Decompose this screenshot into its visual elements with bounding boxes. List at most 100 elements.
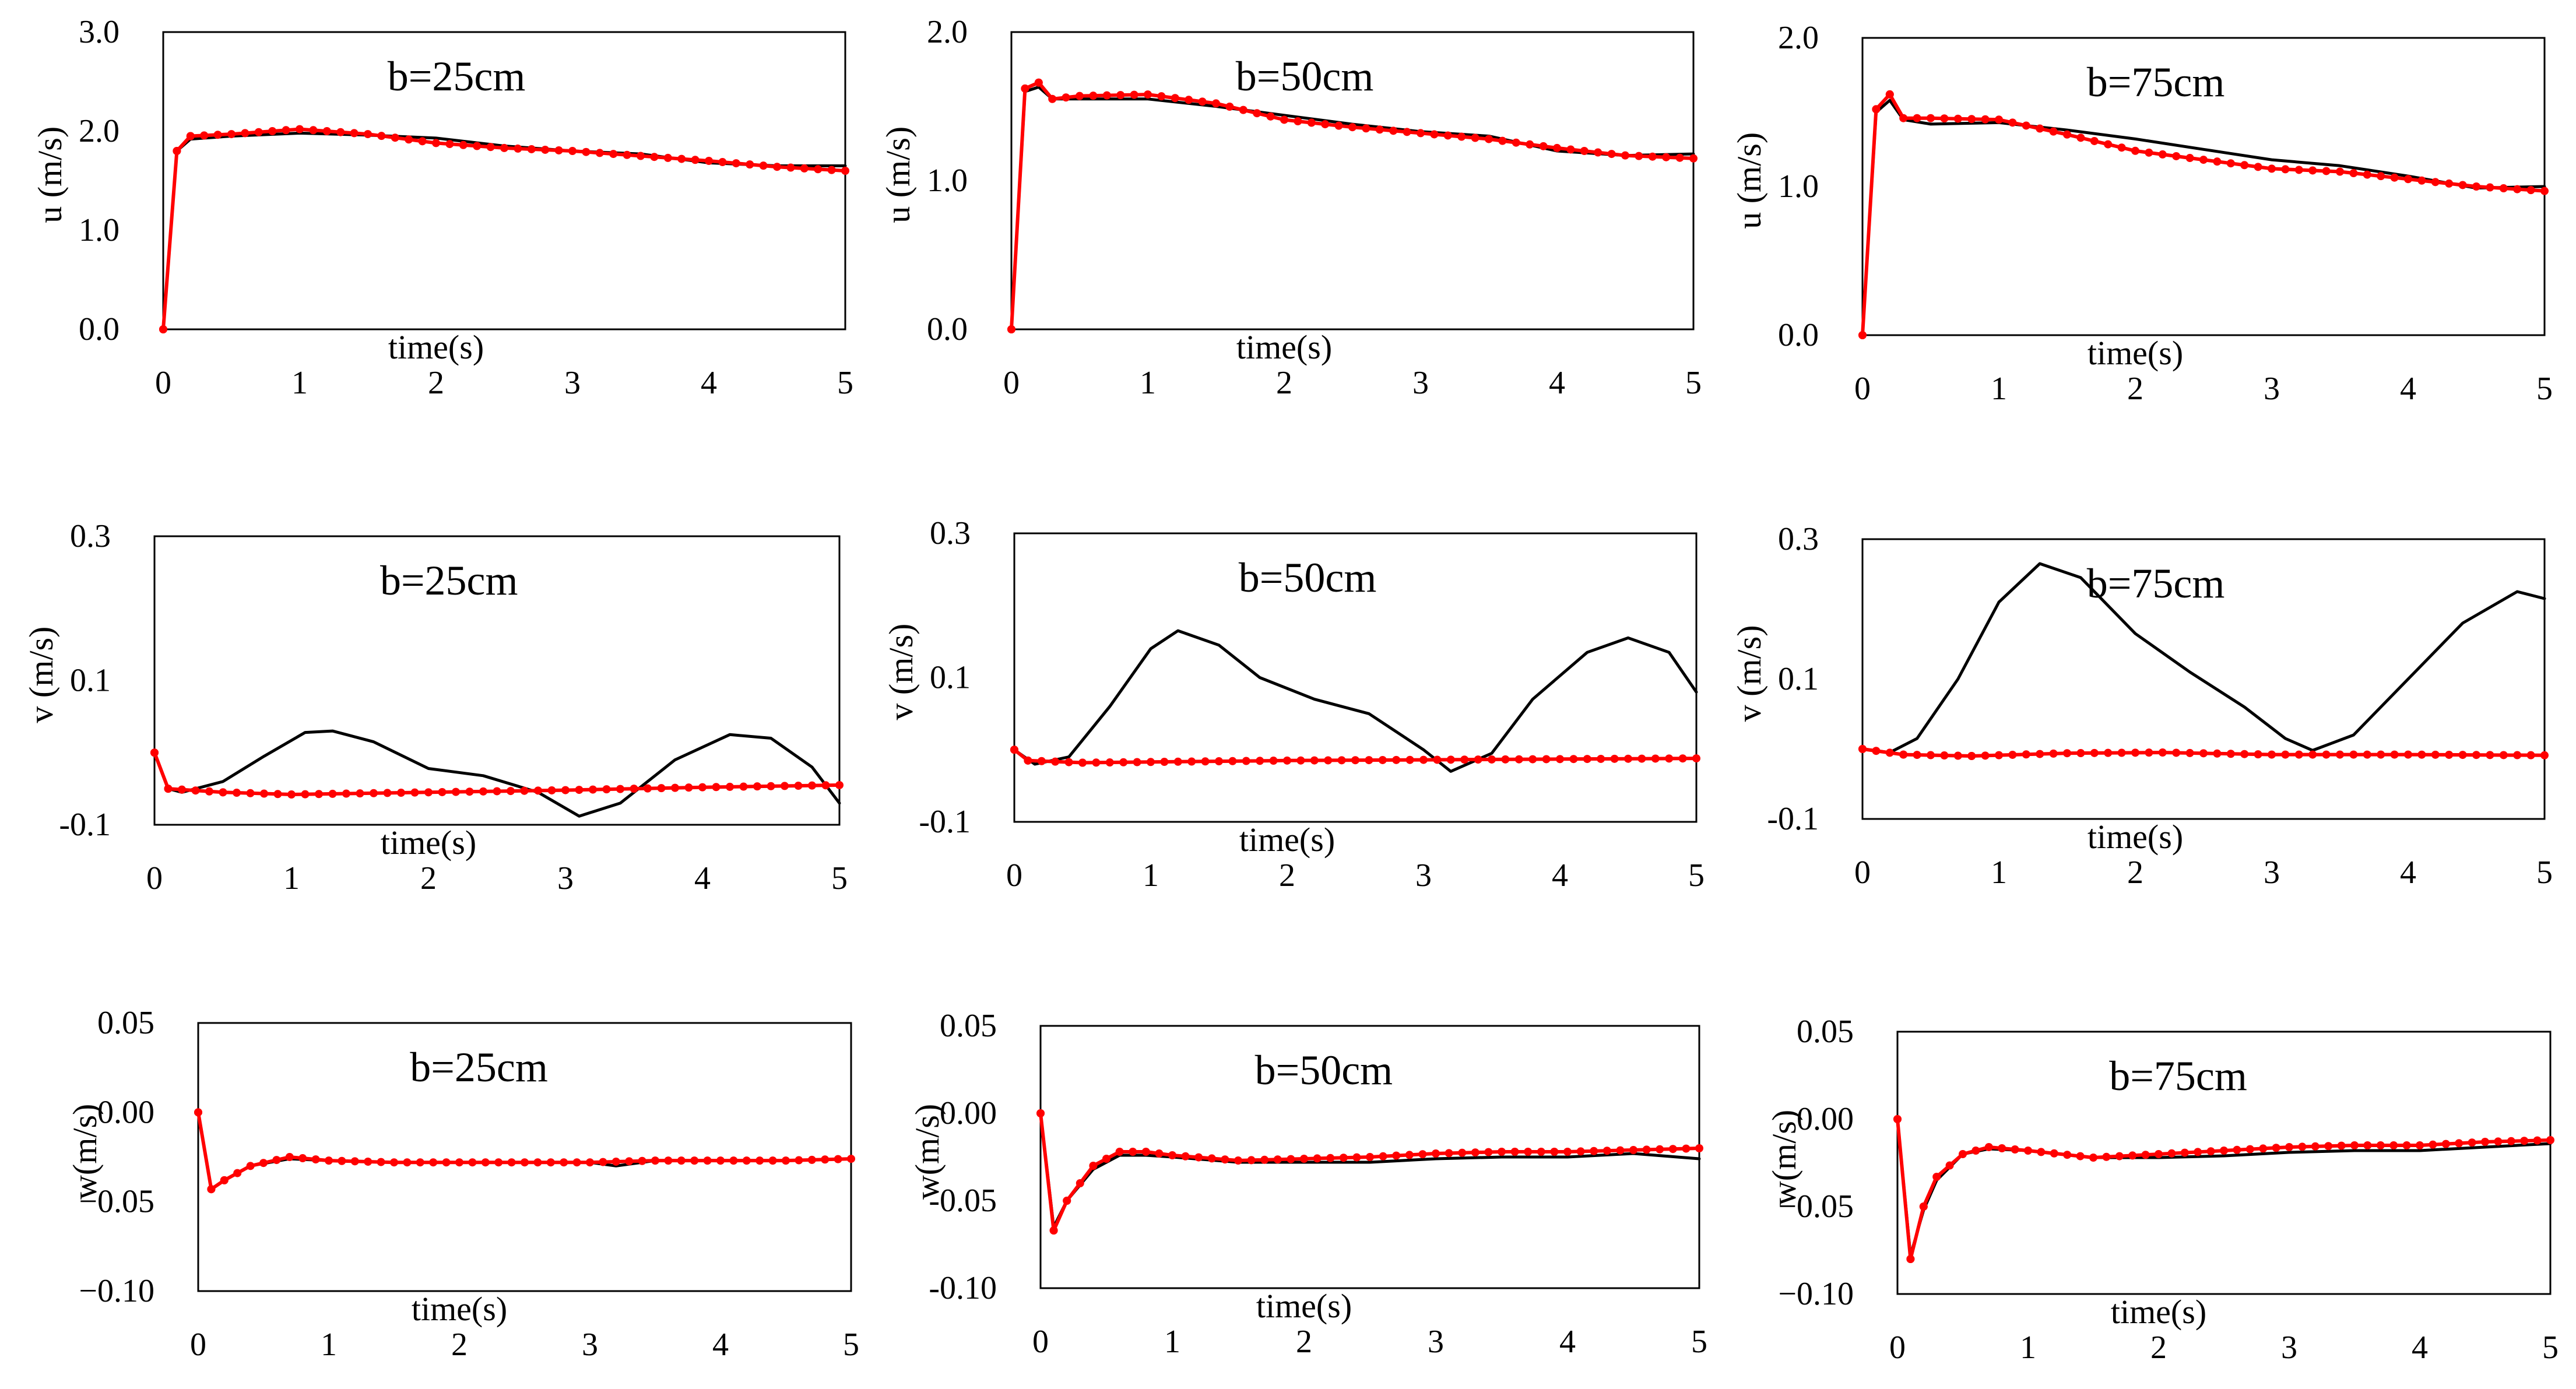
data-point xyxy=(1498,1148,1506,1156)
data-point xyxy=(1668,1145,1677,1154)
data-point xyxy=(1115,1148,1124,1156)
data-point xyxy=(1228,757,1237,765)
y-tick-label: -0.10 xyxy=(929,1270,997,1306)
x-axis-label: time(s) xyxy=(412,1290,507,1328)
x-tick-label: 4 xyxy=(2400,855,2416,891)
data-point xyxy=(1242,757,1250,765)
data-point xyxy=(2322,167,2331,175)
data-point xyxy=(808,781,816,790)
data-point xyxy=(325,1156,333,1165)
data-point xyxy=(2076,749,2085,758)
data-point xyxy=(2445,179,2454,188)
data-point xyxy=(1953,751,1962,760)
y-tick-label: 3.0 xyxy=(79,14,120,50)
data-point xyxy=(1365,756,1373,765)
data-point xyxy=(233,1169,242,1177)
data-point xyxy=(677,154,686,163)
data-point xyxy=(1089,1162,1098,1170)
data-point xyxy=(2472,182,2480,191)
data-point xyxy=(246,1162,255,1170)
data-point xyxy=(1215,757,1223,766)
data-point xyxy=(1173,757,1182,766)
data-point xyxy=(1474,755,1482,764)
y-tick-label: 0.0 xyxy=(79,311,120,347)
data-point xyxy=(164,785,173,793)
x-tick-label: 4 xyxy=(712,1327,729,1363)
data-point xyxy=(397,789,405,797)
plot-frame xyxy=(1013,532,1698,823)
data-point xyxy=(2513,751,2522,759)
data-point xyxy=(534,786,542,795)
data-point xyxy=(273,790,282,799)
data-point xyxy=(442,1158,451,1167)
data-point xyxy=(2520,1137,2529,1145)
x-tick-label: 5 xyxy=(1688,857,1705,894)
data-point xyxy=(718,158,727,167)
data-point xyxy=(328,789,337,798)
data-point xyxy=(500,143,508,152)
data-point xyxy=(1590,1147,1598,1155)
red-markers xyxy=(194,1108,855,1194)
data-point xyxy=(1116,91,1125,100)
red-markers xyxy=(1858,90,2549,339)
data-point xyxy=(1129,1148,1137,1156)
data-point xyxy=(336,128,345,136)
panel-title: b=25cm xyxy=(388,53,526,100)
data-point xyxy=(637,152,645,160)
data-point xyxy=(782,1156,790,1165)
x-axis-label: time(s) xyxy=(388,328,484,366)
data-point xyxy=(572,1158,581,1167)
data-point xyxy=(2117,748,2126,757)
data-point xyxy=(703,1156,712,1165)
black-line-series xyxy=(196,1110,853,1191)
data-point xyxy=(514,144,522,153)
data-point xyxy=(2402,1141,2411,1149)
data-point xyxy=(1324,756,1333,765)
y-tick-label: -0.1 xyxy=(1767,801,1819,837)
data-point xyxy=(623,150,631,159)
data-point xyxy=(1375,125,1384,134)
data-point xyxy=(2336,167,2344,176)
data-point xyxy=(1037,757,1046,765)
x-tick-label: 4 xyxy=(2400,371,2416,407)
data-point xyxy=(1556,755,1564,764)
y-axis-label: u (m/s) xyxy=(879,126,917,223)
data-point xyxy=(2254,163,2262,171)
data-point xyxy=(2389,1141,2398,1149)
data-point xyxy=(568,147,577,155)
data-point xyxy=(742,1156,751,1165)
x-tick-label: 5 xyxy=(837,365,853,401)
data-point xyxy=(2131,748,2139,757)
data-point xyxy=(1512,138,1520,147)
x-axis-label: time(s) xyxy=(1239,821,1335,859)
data-point xyxy=(1893,1115,1902,1123)
data-point xyxy=(1471,133,1479,142)
data-point xyxy=(759,161,768,170)
data-point xyxy=(1352,1153,1361,1162)
data-point xyxy=(1953,114,1962,123)
x-tick-label: 5 xyxy=(1685,365,1702,401)
data-point xyxy=(1967,115,1976,124)
data-point xyxy=(1919,1202,1928,1211)
data-point xyxy=(2172,152,2181,160)
data-point xyxy=(1629,1146,1637,1154)
y-tick-label: 0.3 xyxy=(930,515,971,551)
data-point xyxy=(1168,1151,1176,1159)
data-point xyxy=(1239,106,1247,114)
red-markers xyxy=(1893,1115,2554,1263)
data-point xyxy=(1648,152,1657,161)
data-point xyxy=(726,782,734,791)
data-point xyxy=(2337,1141,2346,1150)
data-point xyxy=(468,1158,477,1167)
data-point xyxy=(2298,1142,2307,1151)
data-point xyxy=(1524,1148,1533,1156)
data-point xyxy=(1458,1148,1467,1157)
data-point xyxy=(739,782,748,791)
data-point xyxy=(773,163,781,171)
data-point xyxy=(1147,758,1155,766)
data-point xyxy=(1334,121,1343,130)
data-point xyxy=(2141,1151,2150,1159)
data-point xyxy=(1076,1179,1084,1187)
data-point xyxy=(1526,140,1534,149)
data-point xyxy=(1201,757,1210,766)
